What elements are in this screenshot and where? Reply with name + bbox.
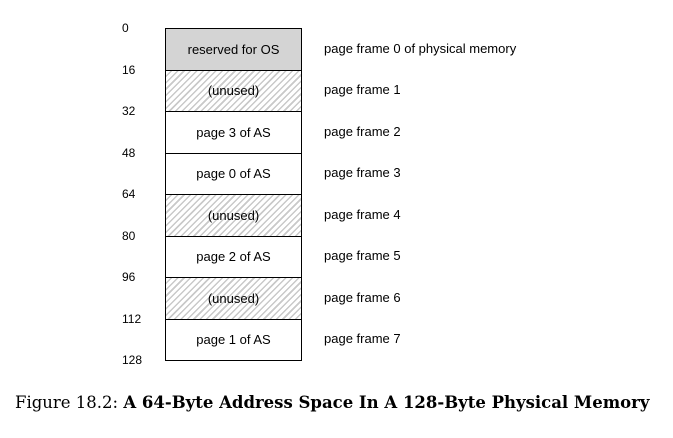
address-label: 32 — [122, 104, 136, 118]
address-label: 48 — [122, 145, 136, 160]
page-frame-box-1: (unused) — [165, 69, 302, 112]
page-frame-box-6: (unused) — [165, 277, 302, 320]
address-label: 64 — [122, 187, 136, 201]
address-label: 128 — [122, 353, 143, 367]
figure-caption: Figure 18.2: A 64-Byte Address Space In … — [15, 393, 649, 412]
page-frame-label-2: page frame 2 — [324, 123, 401, 139]
page-frame-box-4: (unused) — [165, 194, 302, 237]
caption-prefix: Figure 18.2: — [15, 393, 119, 412]
page-frame-box-0: reserved for OS — [165, 28, 302, 71]
caption-title: A 64-Byte Address Space In A 128-Byte Ph… — [123, 393, 650, 412]
address-label: 16 — [122, 62, 136, 77]
page-frame-box-7: page 1 of AS — [165, 318, 302, 361]
address-label: 80 — [122, 228, 136, 243]
address-label: 0 — [122, 21, 129, 35]
page-frame-label-4: page frame 4 — [324, 206, 401, 222]
page-frame-label-1: page frame 1 — [324, 82, 401, 98]
page-frame-label-0: page frame 0 of physical memory — [324, 40, 517, 56]
page-frame-label-6: page frame 6 — [324, 289, 401, 305]
page-frame-label-7: page frame 7 — [324, 331, 401, 347]
address-label: 112 — [122, 311, 142, 326]
page-frame-label-3: page frame 3 — [324, 165, 401, 181]
address-label: 96 — [122, 270, 136, 284]
page-frame-box-5: page 2 of AS — [165, 235, 302, 278]
page-frame-box-3: page 0 of AS — [165, 152, 302, 195]
page-frame-box-2: page 3 of AS — [165, 111, 302, 154]
page-frame-label-5: page frame 5 — [324, 248, 401, 264]
